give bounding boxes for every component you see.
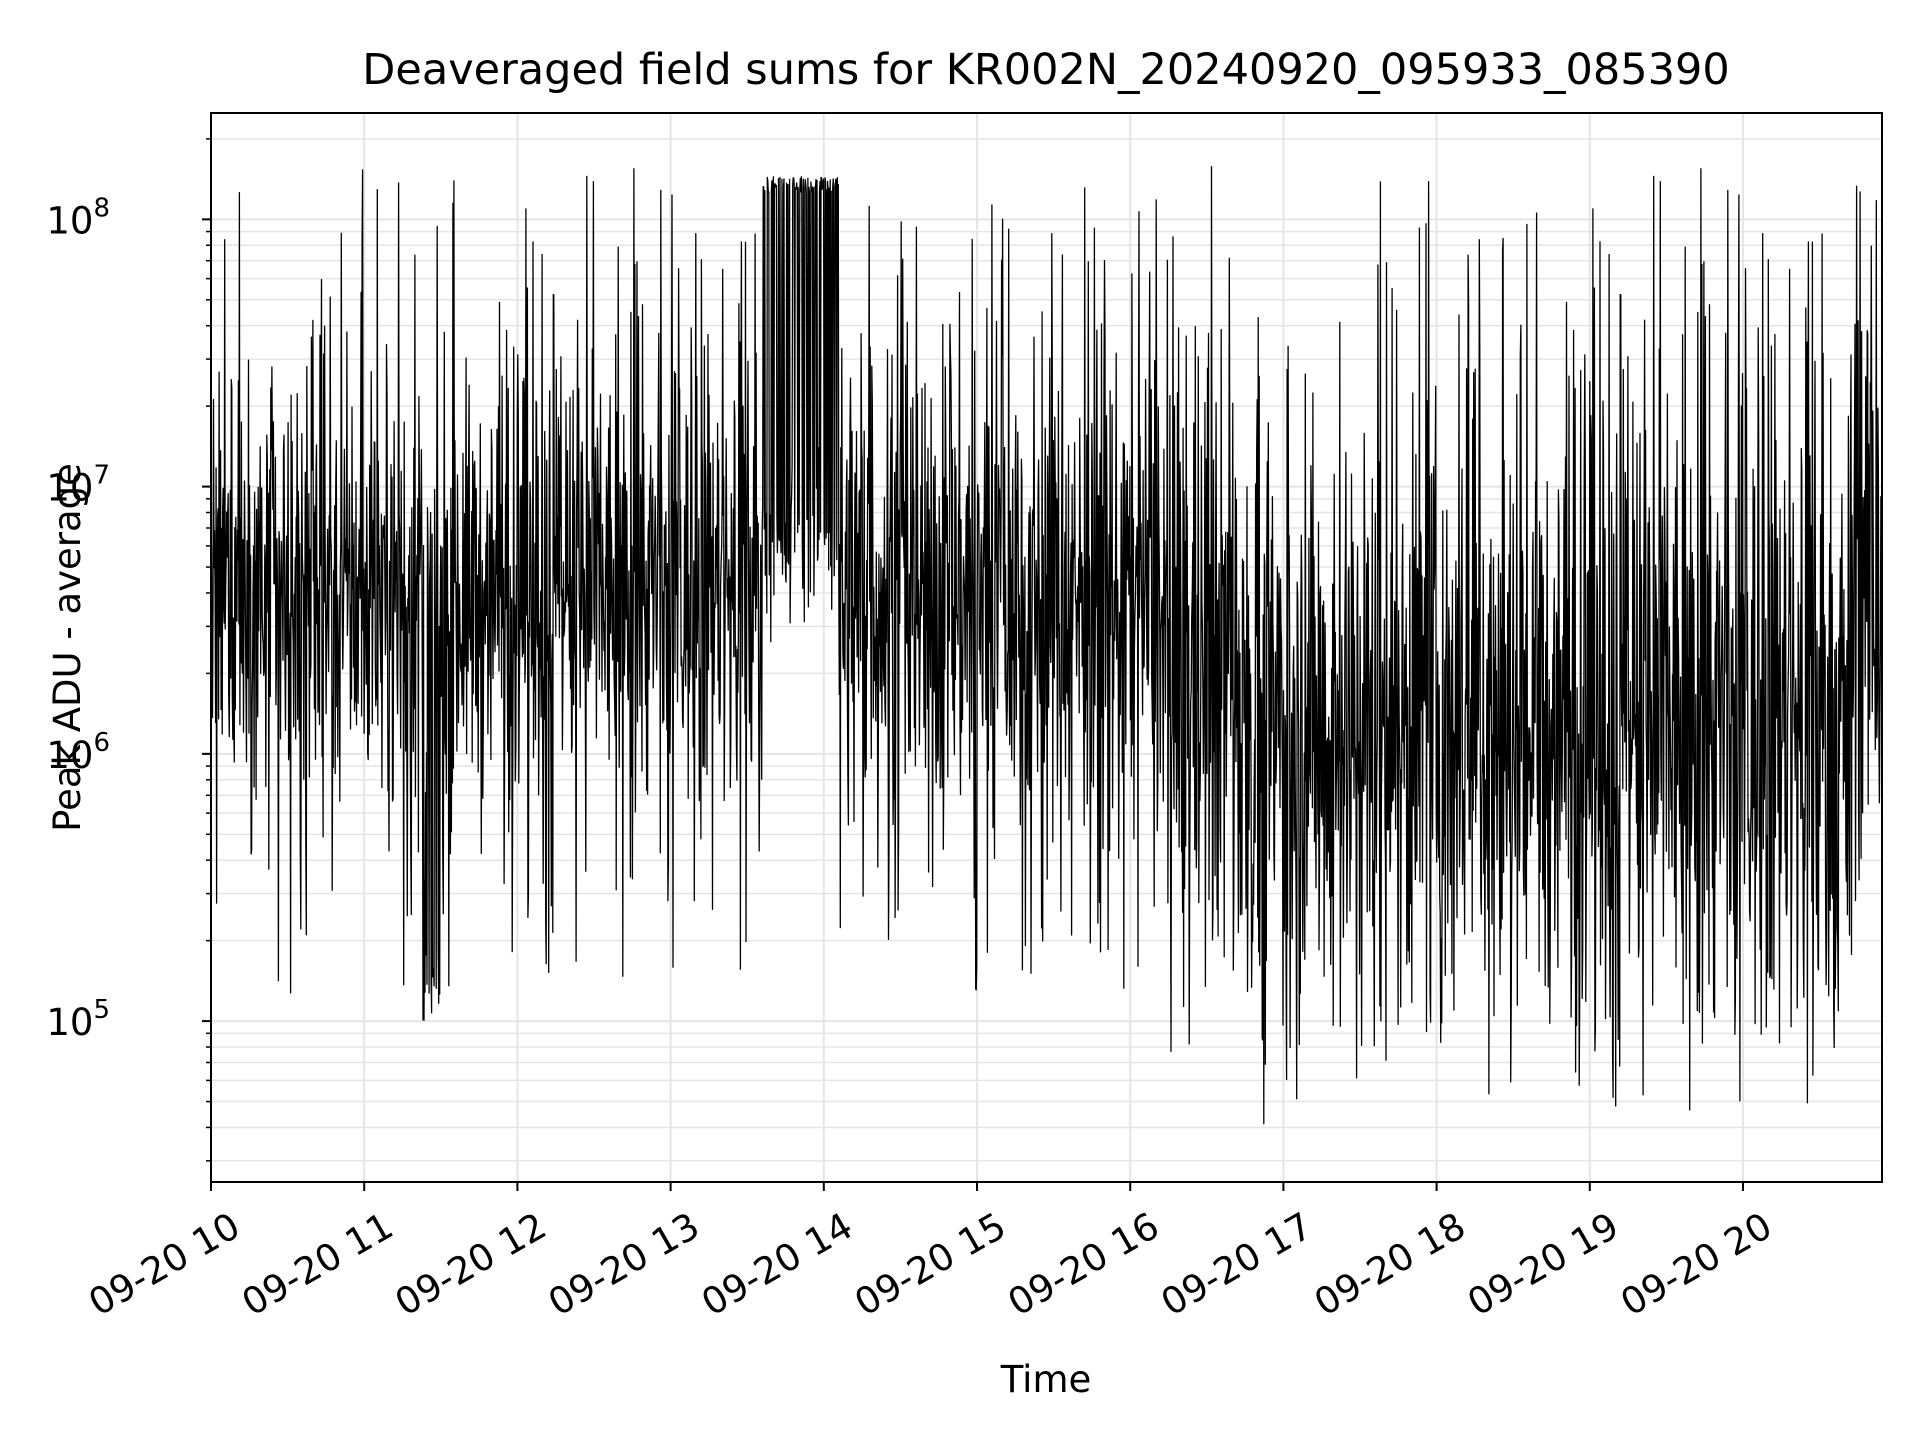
series-line: [211, 166, 1882, 1125]
y-tick-label: 105: [46, 995, 110, 1044]
y-axis-ticks: 105 106 107 108: [46, 138, 211, 1162]
y-axis-label: Peak ADU - average: [46, 463, 89, 832]
y-tick-label: 106: [46, 728, 110, 777]
y-tick-label: 108: [46, 193, 110, 242]
x-axis-label: Time: [1000, 1358, 1092, 1401]
plot-frame: [210, 112, 1883, 1183]
chart-title: Deaveraged field sums for KR002N_2024092…: [362, 45, 1729, 95]
y-tick-label: 107: [46, 461, 110, 510]
